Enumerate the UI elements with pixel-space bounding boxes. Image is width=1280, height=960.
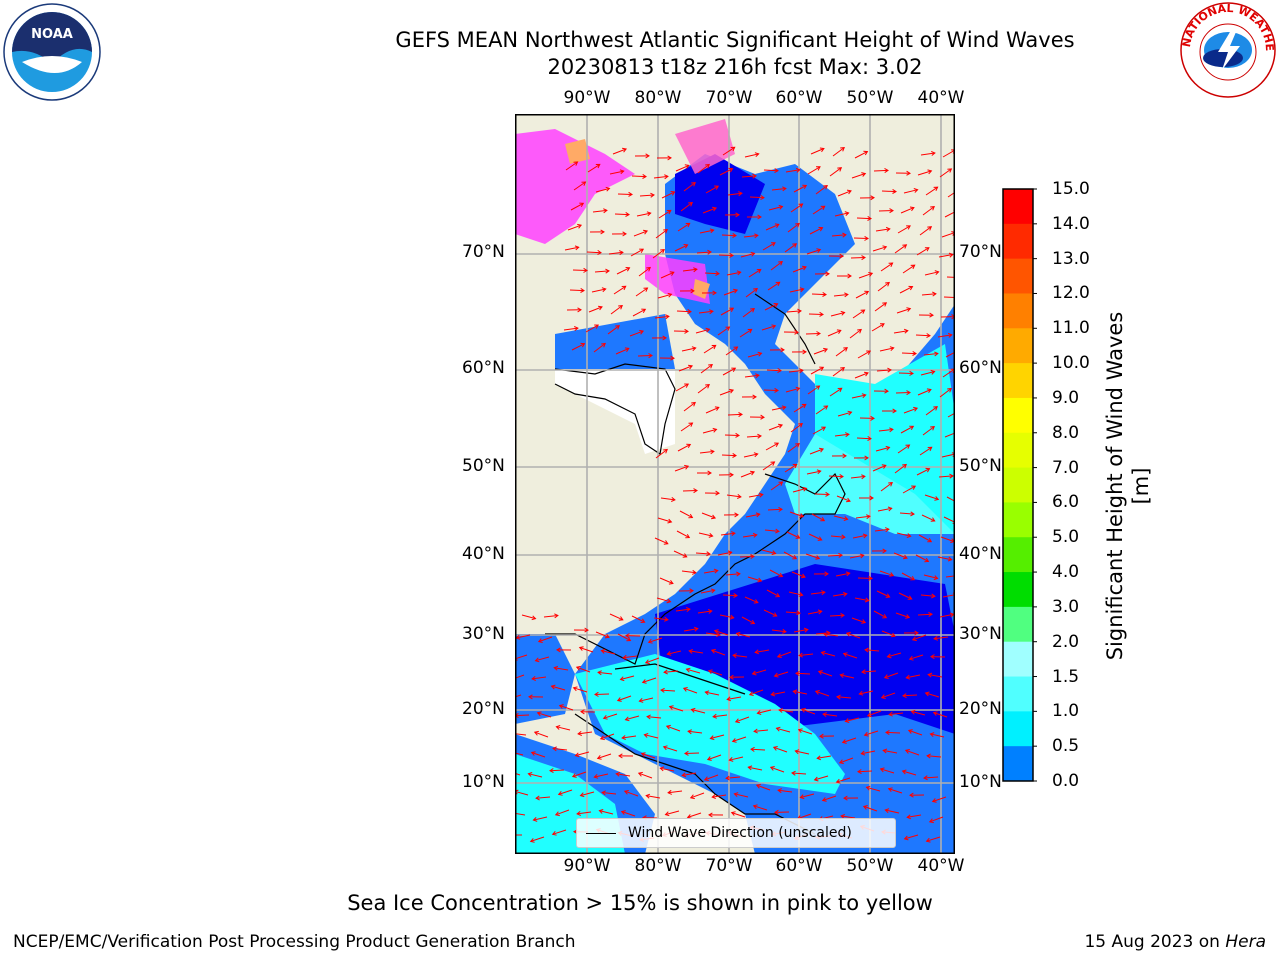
lon-label-bottom: 40°W — [917, 856, 965, 876]
graticule — [515, 114, 955, 854]
colorbar-tick-label: 8.0 — [1052, 422, 1080, 443]
colorbar-band — [1003, 189, 1033, 225]
nws-logo: NATIONAL WEATHER SERVICE — [1174, 0, 1278, 100]
map-panel — [515, 114, 955, 854]
lon-label-top: 90°W — [563, 88, 611, 108]
colorbar-band — [1003, 467, 1033, 503]
colorbar-tick-label: 6.0 — [1052, 492, 1080, 513]
lat-label-left: 50°N — [462, 456, 505, 476]
lon-label-bottom: 50°W — [846, 856, 894, 876]
legend-line-icon — [586, 832, 616, 834]
lon-label-bottom: 90°W — [563, 856, 611, 876]
colorbar-band — [1003, 641, 1033, 678]
lat-label-right: 70°N — [959, 242, 1002, 262]
lat-label-right: 30°N — [959, 624, 1002, 644]
colorbar-tick-label: 0.0 — [1052, 771, 1080, 791]
colorbar-tick-label: 15.0 — [1052, 179, 1090, 199]
colorbar-band — [1003, 328, 1033, 364]
colorbar-band — [1003, 223, 1033, 260]
colorbar-tick-label: 1.5 — [1052, 666, 1080, 687]
lat-label-left: 20°N — [462, 699, 505, 719]
colorbar-tick-label: 1.0 — [1052, 701, 1080, 722]
sea-ice-note: Sea Ice Concentration > 15% is shown in … — [347, 891, 933, 915]
footer-right: 15 Aug 2023 on Hera — [1084, 932, 1266, 952]
footer-date: 15 Aug 2023 on — [1084, 932, 1220, 952]
colorbar-band — [1003, 432, 1033, 469]
lat-label-right: 50°N — [959, 456, 1002, 476]
colorbar-band — [1003, 258, 1033, 294]
lat-label-right: 40°N — [959, 544, 1002, 564]
colorbar-band — [1003, 537, 1033, 573]
colorbar-label: Significant Height of Wind Waves [m] — [1103, 311, 1153, 661]
colorbar-tick-label: 3.0 — [1052, 596, 1080, 617]
noaa-logo-text: NOAA — [31, 27, 73, 42]
legend-label: Wind Wave Direction (unscaled) — [628, 825, 852, 841]
colorbar — [1002, 188, 1037, 782]
colorbar-band — [1003, 606, 1033, 643]
chart-subtitle: 20230813 t18z 216h fcst Max: 3.02 — [547, 55, 923, 79]
colorbar-band — [1003, 572, 1033, 608]
wind-wave-arrows — [515, 146, 955, 843]
lon-label-bottom: 80°W — [634, 856, 682, 876]
lat-label-right: 20°N — [959, 699, 1002, 719]
colorbar-tick-label: 9.0 — [1052, 387, 1080, 408]
colorbar-band — [1003, 676, 1033, 712]
lon-label-top: 60°W — [775, 88, 823, 108]
colorbar-tick-label: 4.0 — [1052, 562, 1080, 583]
colorbar-tick-label: 0.5 — [1052, 736, 1080, 757]
colorbar-tick-label: 14.0 — [1052, 213, 1090, 234]
map-legend: Wind Wave Direction (unscaled) — [576, 818, 896, 848]
colorbar-band — [1003, 397, 1033, 434]
noaa-logo: NOAA — [2, 2, 102, 102]
colorbar-band — [1003, 363, 1033, 399]
lat-label-left: 10°N — [462, 772, 505, 792]
lon-label-top: 80°W — [634, 88, 682, 108]
colorbar-tick-label: 7.0 — [1052, 457, 1080, 478]
chart-title: GEFS MEAN Northwest Atlantic Significant… — [395, 28, 1075, 52]
lat-label-left: 60°N — [462, 358, 505, 378]
lon-label-top: 40°W — [917, 88, 965, 108]
colorbar-band — [1003, 502, 1033, 538]
colorbar-tick-label: 11.0 — [1052, 318, 1090, 339]
colorbar-band — [1003, 746, 1033, 782]
lat-label-right: 10°N — [959, 772, 1002, 792]
lon-label-bottom: 70°W — [705, 856, 753, 876]
colorbar-tick-label: 10.0 — [1052, 353, 1090, 374]
colorbar-band — [1003, 293, 1033, 329]
lat-label-right: 60°N — [959, 358, 1002, 378]
colorbar-band — [1003, 711, 1033, 747]
lon-label-bottom: 60°W — [775, 856, 823, 876]
sea-ice — [515, 119, 735, 304]
lat-label-left: 70°N — [462, 242, 505, 262]
colorbar-tick-label: 13.0 — [1052, 248, 1090, 269]
lon-label-top: 70°W — [705, 88, 753, 108]
coastlines — [545, 293, 846, 835]
lon-label-top: 50°W — [846, 88, 894, 108]
lat-label-left: 30°N — [462, 624, 505, 644]
footer-left: NCEP/EMC/Verification Post Processing Pr… — [13, 932, 576, 952]
footer-machine: Hera — [1225, 932, 1266, 952]
colorbar-tick-label: 2.0 — [1052, 631, 1080, 652]
colorbar-tick-label: 12.0 — [1052, 283, 1090, 304]
lat-label-left: 40°N — [462, 544, 505, 564]
colorbar-tick-label: 5.0 — [1052, 527, 1080, 548]
